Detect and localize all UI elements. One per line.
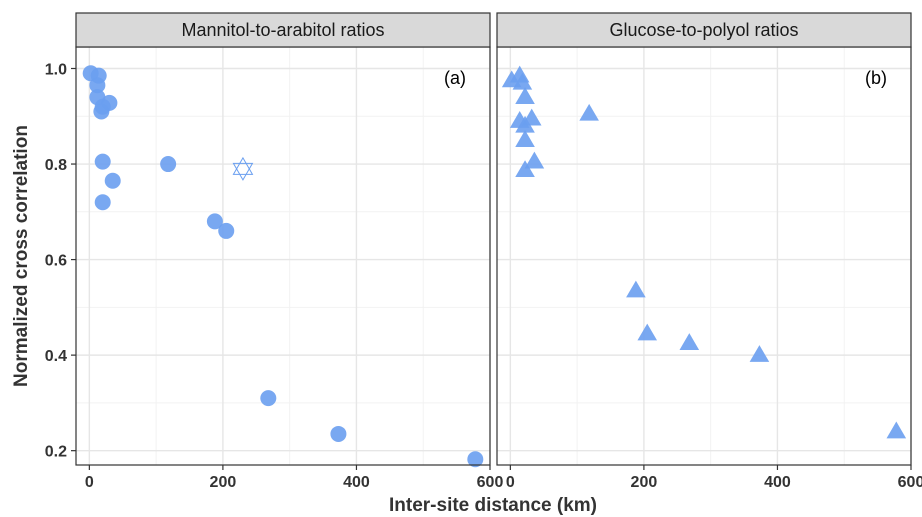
y-tick-label: 0.2 [45,444,67,461]
y-tick-label: 0.8 [45,157,67,174]
data-point-circle [467,451,484,468]
panel-b-tag: (b) [865,68,887,88]
data-point-star-of-david [232,156,254,181]
data-point-triangle [886,421,907,439]
panel-a-tag: (a) [444,68,466,88]
data-point-circle [101,94,118,111]
data-point-circle [330,425,347,442]
data-point-triangle [515,160,535,178]
x-tick-label: 600 [898,474,922,491]
data-point-triangle [512,72,533,90]
x-axis-title: Inter-site distance (km) [389,495,597,516]
y-tick-label: 0.6 [45,253,67,270]
data-point-triangle [515,87,535,104]
y-tick-label: 1.0 [45,61,67,78]
data-point-circle [160,156,177,173]
panel-glucose-to-polyol: Glucose-to-polyol ratios (b) 0 200 400 600 [496,12,922,491]
x-tick-label: 400 [764,474,791,491]
panel-b-points [501,65,907,439]
y-tick-label: 0.4 [45,348,67,365]
data-point-circle [94,194,111,211]
data-point-triangle [521,108,542,126]
panel-a-title: Mannitol-to-arabitol ratios [181,20,384,40]
data-point-circle [89,77,106,94]
x-tick-label: 200 [631,474,658,491]
panel-mannitol-to-arabitol: Mannitol-to-arabitol ratios (a) 0 200 400 6… [75,12,504,491]
panel-a-points [82,65,484,468]
data-point-triangle [637,323,658,341]
x-tick-label: 600 [477,474,504,491]
data-point-triangle [679,333,700,350]
x-tick-label: 200 [210,474,237,491]
y-axis-title: Normalized cross correlation [11,125,32,387]
data-point-circle [206,213,223,230]
data-point-triangle [749,345,770,362]
data-point-triangle [626,280,646,298]
data-point-circle [104,172,121,189]
y-axis: 0.2 0.4 0.6 0.8 1.0 [45,61,76,461]
x-tick-label: 0 [85,474,94,491]
data-point-triangle [515,130,535,147]
data-point-circle [260,390,277,407]
panel-b-title: Glucose-to-polyol ratios [609,20,798,40]
panel-a-strip [75,12,491,48]
x-tick-label: 400 [343,474,370,491]
panel-b-x-axis: 0 200 400 600 [506,465,922,491]
data-point-triangle [524,151,545,169]
data-point-circle [94,153,111,170]
data-point-circle [218,222,235,239]
x-tick-label: 0 [506,474,515,491]
panel-b-strip [496,12,912,48]
panel-a-x-axis: 0 200 400 600 [85,465,504,491]
data-point-triangle [579,103,599,121]
